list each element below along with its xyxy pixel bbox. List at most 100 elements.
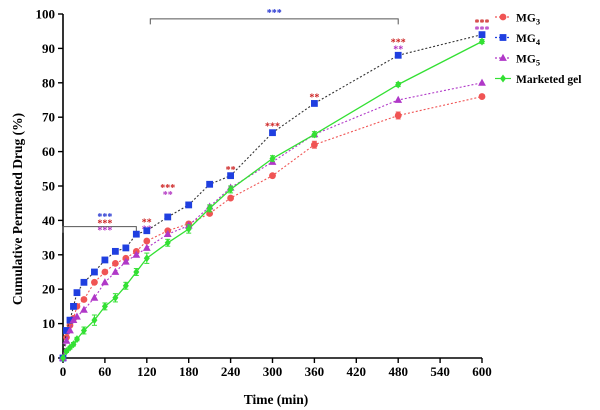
y-tick-label: 90: [42, 41, 55, 56]
x-tick-label: 420: [347, 364, 367, 379]
series-1: [59, 31, 486, 362]
data-point: [66, 326, 74, 334]
data-point: [101, 302, 108, 311]
data-point: [164, 213, 172, 221]
data-point: [91, 316, 98, 325]
data-point: [164, 238, 171, 247]
y-tick-label: 50: [42, 179, 55, 194]
significance-stars: ***: [265, 121, 280, 132]
data-point: [478, 31, 486, 39]
data-point: [311, 141, 318, 149]
bracket-significance-label: ***: [267, 8, 282, 19]
significance-stars: ***: [391, 38, 406, 49]
data-point: [101, 278, 109, 286]
significance-stars: **: [142, 218, 152, 229]
data-point: [394, 95, 403, 103]
x-tick-label: 180: [179, 364, 199, 379]
data-point: [122, 281, 129, 290]
significance-bracket: [149, 18, 399, 25]
x-tick-label: 0: [60, 364, 67, 379]
data-point: [91, 278, 98, 286]
x-tick-label: 60: [98, 364, 111, 379]
data-point: [90, 293, 99, 301]
data-point: [73, 312, 81, 320]
data-point: [394, 112, 402, 119]
significance-annotations: ***************************************: [62, 8, 490, 237]
data-point: [395, 80, 402, 89]
x-tick-label: 360: [305, 364, 325, 379]
x-tick-label: 540: [430, 364, 450, 379]
data-point: [132, 250, 141, 258]
legend: MG3 MG4 MG5 Marketed gel: [495, 13, 581, 86]
data-point: [73, 335, 80, 344]
y-axis-title: Cumulative Permeated Drug (%): [10, 113, 25, 305]
data-point: [80, 326, 87, 335]
data-point: [101, 256, 109, 264]
data-point: [132, 230, 140, 238]
data-point: [206, 204, 213, 213]
legend-label: Marketed gel: [516, 74, 581, 86]
significance-bracket: [62, 226, 137, 233]
data-point: [91, 268, 98, 276]
y-tick-label: 70: [42, 110, 55, 125]
axes: 0 60 120 180 240 300 360 420 480 540 600 0 10 20 30 40 5…: [36, 7, 492, 380]
data-point: [80, 296, 88, 303]
y-tick-label: 60: [42, 144, 55, 159]
data-point: [112, 293, 119, 302]
data-point: [111, 260, 119, 267]
legend-label: MG4: [516, 33, 541, 47]
data-point: [66, 316, 74, 324]
data-point: [311, 130, 318, 139]
data-point: [227, 194, 235, 202]
y-tick-label: 20: [42, 282, 55, 297]
legend-marker: [500, 74, 506, 83]
data-point: [227, 185, 234, 194]
legend-marker: [499, 13, 507, 21]
x-tick-label: 480: [388, 364, 408, 379]
y-tick-label: 10: [42, 316, 55, 331]
data-point: [133, 268, 140, 276]
y-tick-label: 30: [42, 247, 55, 262]
y-tick-label: 40: [42, 213, 55, 228]
data-point: [478, 78, 486, 86]
x-tick-label: 240: [221, 364, 241, 379]
significance-stars: **: [309, 93, 319, 104]
data-point: [70, 303, 77, 310]
legend-label: MG3: [516, 13, 540, 27]
data-point: [73, 289, 81, 297]
data-point: [80, 278, 88, 286]
data-point: [311, 100, 318, 107]
data-point: [101, 268, 109, 276]
significance-stars: **: [393, 45, 403, 56]
data-point: [143, 227, 151, 235]
data-point: [143, 237, 151, 245]
data-point: [163, 229, 172, 238]
y-tick-label: 0: [49, 351, 56, 366]
y-tick-label: 100: [36, 7, 56, 22]
data-point: [80, 305, 88, 313]
data-point: [185, 225, 192, 233]
data-point: [394, 51, 402, 59]
data-point: [122, 244, 130, 252]
data-point: [62, 336, 71, 344]
significance-stars: **: [226, 165, 236, 176]
data-series: [59, 31, 486, 362]
data-point: [143, 254, 150, 263]
legend-marker: [499, 53, 507, 61]
series-line: [62, 34, 483, 359]
data-point: [478, 93, 486, 100]
data-point: [185, 201, 193, 209]
data-point: [269, 172, 276, 180]
significance-stars: ***: [160, 183, 175, 194]
data-point: [142, 243, 151, 251]
legend-marker: [499, 34, 507, 41]
data-point: [269, 129, 276, 137]
data-point: [206, 180, 214, 188]
significance-stars: ***: [97, 226, 112, 237]
significance-stars: ***: [97, 212, 112, 223]
series-line: [62, 96, 483, 359]
series-3: [60, 37, 485, 362]
x-tick-label: 300: [263, 364, 283, 379]
legend-label: MG5: [516, 54, 540, 68]
